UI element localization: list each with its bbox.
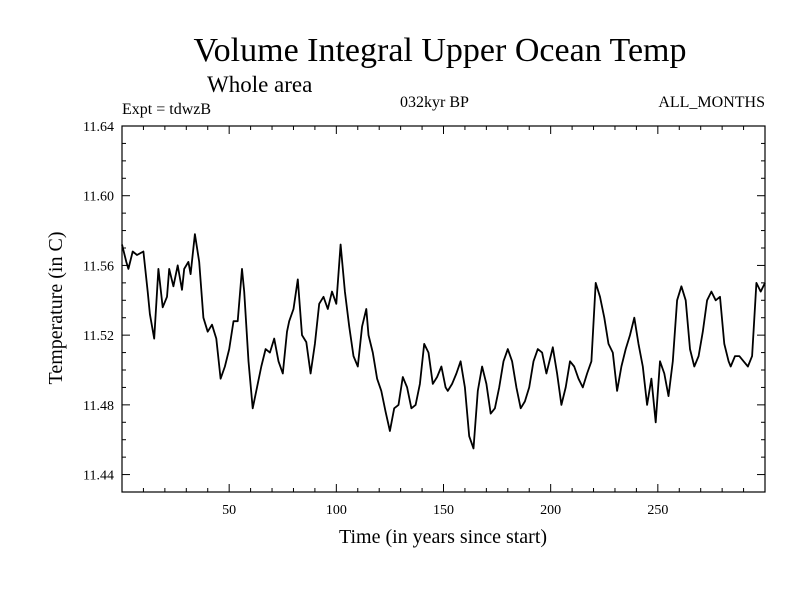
temperature-series-line <box>121 233 766 450</box>
x-tick-label: 100 <box>326 503 347 518</box>
experiment-label: Expt = tdwzB <box>122 101 212 118</box>
x-axis-label: Time (in years since start) <box>339 526 547 548</box>
y-tick-label: 11.64 <box>83 120 114 135</box>
y-tick-label: 11.60 <box>83 190 114 205</box>
plot-frame <box>121 125 766 493</box>
y-tick-label: 11.44 <box>83 469 114 484</box>
y-tick-label: 11.48 <box>83 399 114 414</box>
x-tick-label: 150 <box>433 503 454 518</box>
y-tick-label: 11.52 <box>83 329 114 344</box>
x-tick-label: 50 <box>222 503 236 518</box>
x-tick-label: 250 <box>647 503 668 518</box>
y-axis-label: Temperature (in C) <box>45 232 67 385</box>
plot-area: 50 100 150 200 250 11.44 11.48 11.52 11.56 11.60 1… <box>83 120 766 518</box>
x-tick-label: 200 <box>540 503 561 518</box>
months-label: ALL_MONTHS <box>658 94 765 111</box>
chart-subtitle: Whole area <box>207 72 313 97</box>
chart-title: Volume Integral Upper Ocean Temp <box>193 32 687 69</box>
y-tick-label: 11.56 <box>83 259 114 274</box>
period-label: 032kyr BP <box>400 94 469 111</box>
